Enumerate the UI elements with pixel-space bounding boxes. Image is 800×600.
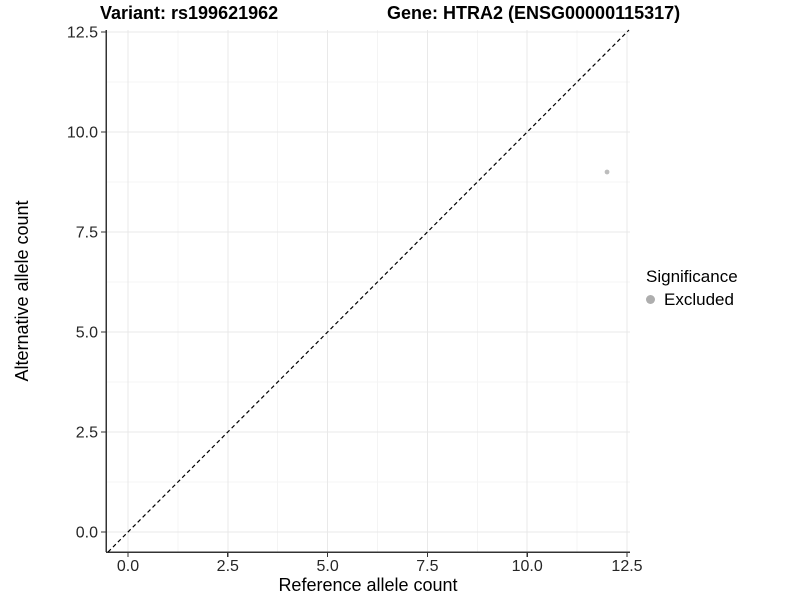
legend-item-excluded: Excluded	[646, 289, 738, 310]
x-tick-label: 7.5	[416, 558, 438, 575]
x-tick-label: 5.0	[316, 558, 338, 575]
data-point-excluded	[604, 169, 610, 175]
y-tick-label: 10.0	[67, 125, 98, 142]
x-tick-label: 0.0	[117, 558, 139, 575]
legend-point-excluded-icon	[646, 295, 655, 304]
legend: Significance Excluded	[646, 266, 738, 310]
x-tick-label: 12.5	[611, 558, 642, 575]
y-tick-label: 5.0	[76, 325, 98, 342]
y-tick-label: 12.5	[67, 25, 98, 42]
y-tick-label: 2.5	[76, 425, 98, 442]
x-tick-label: 2.5	[217, 558, 239, 575]
y-tick-label: 0.0	[76, 525, 98, 542]
identity-dashed-line	[107, 29, 630, 553]
x-tick-label: 10.0	[512, 558, 543, 575]
plot-title-variant: Variant: rs199621962	[100, 3, 279, 23]
legend-title: Significance	[646, 267, 738, 286]
x-axis-title: Reference allele count	[278, 575, 458, 595]
plot-title-gene: Gene: HTRA2 (ENSG00000115317)	[387, 3, 681, 23]
y-tick-label: 7.5	[76, 225, 98, 242]
legend-item-label: Excluded	[664, 290, 734, 309]
y-axis-title: Alternative allele count	[12, 200, 32, 382]
